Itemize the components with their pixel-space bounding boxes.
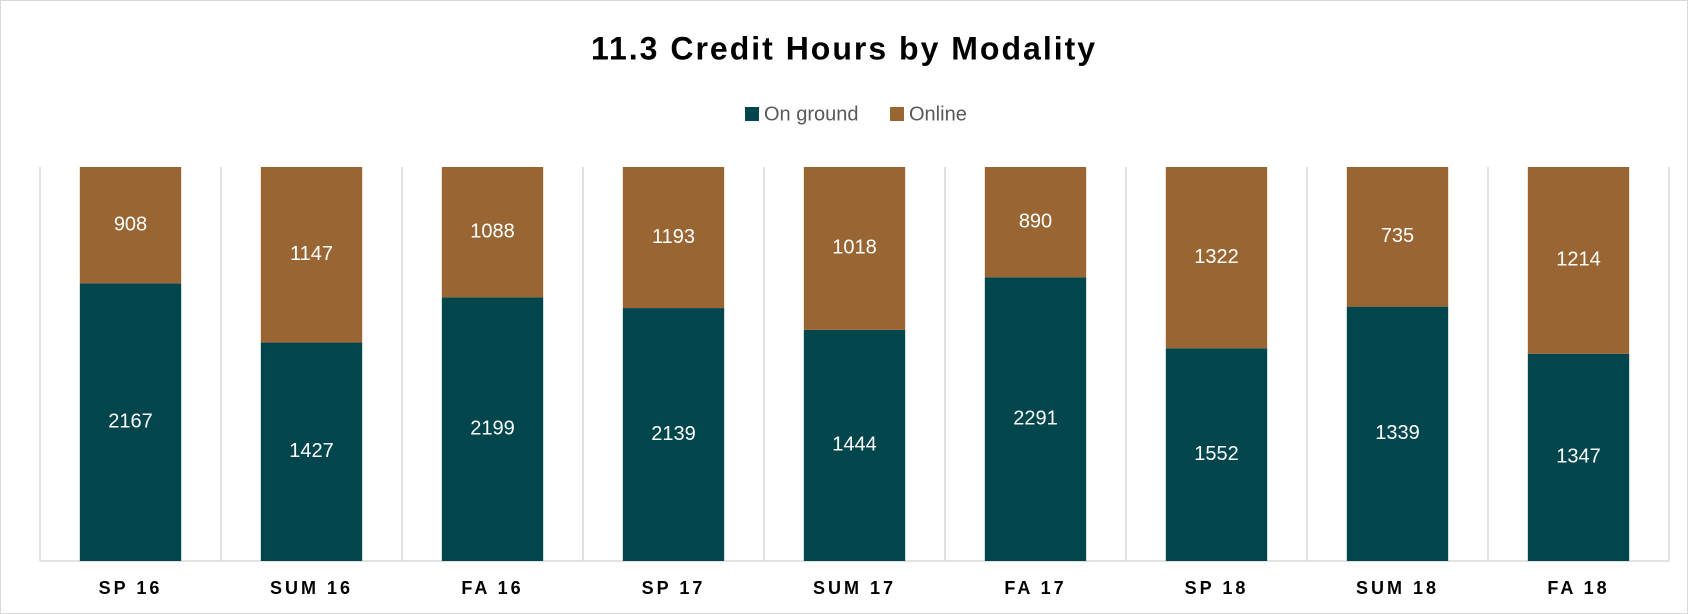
- bar-segment: [1527, 353, 1630, 561]
- data-label: 1427: [289, 440, 334, 462]
- bar-segment: [803, 167, 906, 330]
- legend-label: Online: [909, 103, 967, 125]
- data-label: 1214: [1556, 249, 1601, 271]
- bar-segment: [1165, 167, 1268, 349]
- bar-segment: [441, 297, 544, 561]
- data-label: 2199: [470, 417, 515, 439]
- data-label: 2139: [651, 423, 696, 445]
- data-label: 735: [1381, 225, 1414, 247]
- data-label: 1347: [1556, 446, 1601, 468]
- data-label: 1322: [1194, 246, 1239, 268]
- data-label: 1147: [290, 243, 333, 265]
- x-tick-label: FA 17: [1004, 578, 1066, 598]
- data-label: 1339: [1375, 422, 1420, 444]
- data-label: 1193: [652, 226, 695, 248]
- legend-swatch: [890, 107, 904, 121]
- bar-segment: [260, 167, 363, 343]
- bar-segment: [441, 167, 544, 298]
- x-tick-label: SUM 18: [1356, 578, 1439, 598]
- bar-segment: [79, 167, 182, 284]
- bar-segment: [1346, 306, 1449, 561]
- bar-segment: [984, 277, 1087, 561]
- data-label: 1444: [832, 434, 877, 456]
- chart-title: 11.3 Credit Hours by Modality: [591, 30, 1097, 66]
- data-label: 1018: [832, 237, 877, 259]
- bar-segment: [1527, 167, 1630, 354]
- bar-segment: [622, 167, 725, 309]
- bar-segment: [260, 342, 363, 561]
- data-label: 1088: [470, 220, 515, 242]
- bar-segment: [1165, 348, 1268, 561]
- x-tick-label: FA 16: [461, 578, 523, 598]
- x-tick-label: SUM 17: [813, 578, 896, 598]
- data-label: 2291: [1013, 407, 1058, 429]
- x-tick-label: FA 18: [1547, 578, 1609, 598]
- data-label: 890: [1019, 210, 1052, 232]
- x-tick-label: SP 17: [642, 578, 706, 598]
- legend: On ground Online: [745, 103, 967, 125]
- bar-segment: [984, 167, 1087, 278]
- data-label: 908: [114, 213, 147, 235]
- legend-swatch: [745, 107, 759, 121]
- bar-segment: [79, 283, 182, 561]
- data-label: 1552: [1194, 443, 1239, 465]
- x-tick-label: SP 16: [99, 578, 163, 598]
- data-label: 2167: [108, 410, 153, 432]
- bar-segment: [1346, 167, 1449, 307]
- bar-segment: [622, 308, 725, 561]
- x-tick-label: SP 18: [1185, 578, 1249, 598]
- x-tick-label: SUM 16: [270, 578, 353, 598]
- legend-label: On ground: [764, 103, 859, 125]
- bar-segment: [803, 329, 906, 561]
